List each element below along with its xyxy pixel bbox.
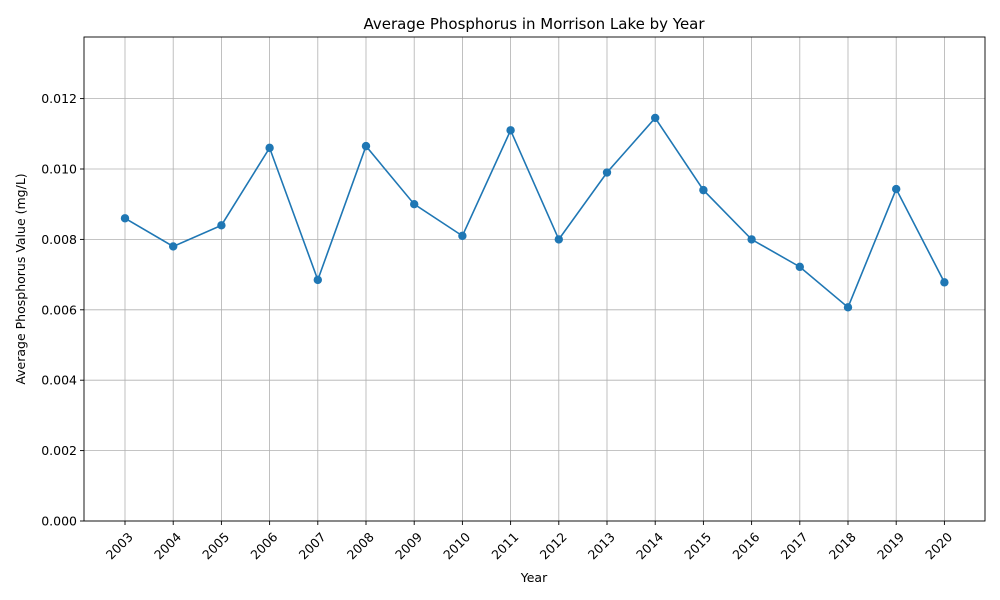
data-point [361,141,371,151]
data-point [458,231,467,241]
data-point [554,235,563,244]
y-tick-label: 0.008 [41,232,77,247]
y-tick-label: 0.004 [41,373,77,388]
data-point [940,278,949,287]
x-tick-label: 2004 [151,529,184,562]
x-tick-label: 2010 [440,529,473,562]
data-point [313,275,322,285]
x-tick-label: 2008 [344,529,377,562]
data-point [892,184,901,194]
x-tick-label: 2007 [296,529,329,562]
x-tick-label: 2017 [778,529,811,562]
chart-title: Average Phosphorus in Morrison Lake by Y… [363,15,705,33]
data-point [795,262,804,272]
x-tick-label: 2014 [633,529,666,562]
data-point [169,242,178,251]
x-tick-label: 2018 [826,529,859,562]
y-tick-label: 0.006 [41,302,77,317]
data-point [120,214,130,223]
data-point [747,235,756,244]
data-point [217,221,226,230]
x-tick-label: 2020 [922,529,955,562]
x-tick-label: 2016 [729,529,762,562]
series-line [124,116,946,309]
x-tick-label: 2006 [247,529,280,562]
x-axis-label: Year [520,570,548,585]
ticks-layer: 2003 2004 2005 2006 2007 2008 2009 2010 2011 2012… [41,91,955,562]
x-tick-label: 2015 [681,529,714,562]
data-point [265,143,274,153]
data-point [602,168,612,177]
y-tick-label: 0.012 [41,91,77,106]
data-point [506,126,515,135]
x-tick-label: 2003 [103,529,136,562]
x-tick-label: 2019 [874,529,907,562]
series-layer [120,113,949,312]
x-tick-label: 2012 [537,529,570,562]
grid-layer [84,37,985,522]
x-tick-label: 2009 [392,529,425,562]
plot-frame [83,36,986,522]
data-point [843,303,853,312]
y-tick-label: 0.000 [41,514,77,529]
y-tick-label: 0.010 [41,162,77,177]
y-tick-label: 0.002 [41,443,77,458]
y-axis-label: Average Phosphorus Value (mg/L) [13,173,28,384]
data-point [699,185,708,195]
data-point [651,113,660,123]
x-tick-label: 2005 [199,529,232,562]
x-tick-label: 2011 [488,529,521,562]
x-tick-label: 2013 [585,529,618,562]
data-point [410,200,419,209]
